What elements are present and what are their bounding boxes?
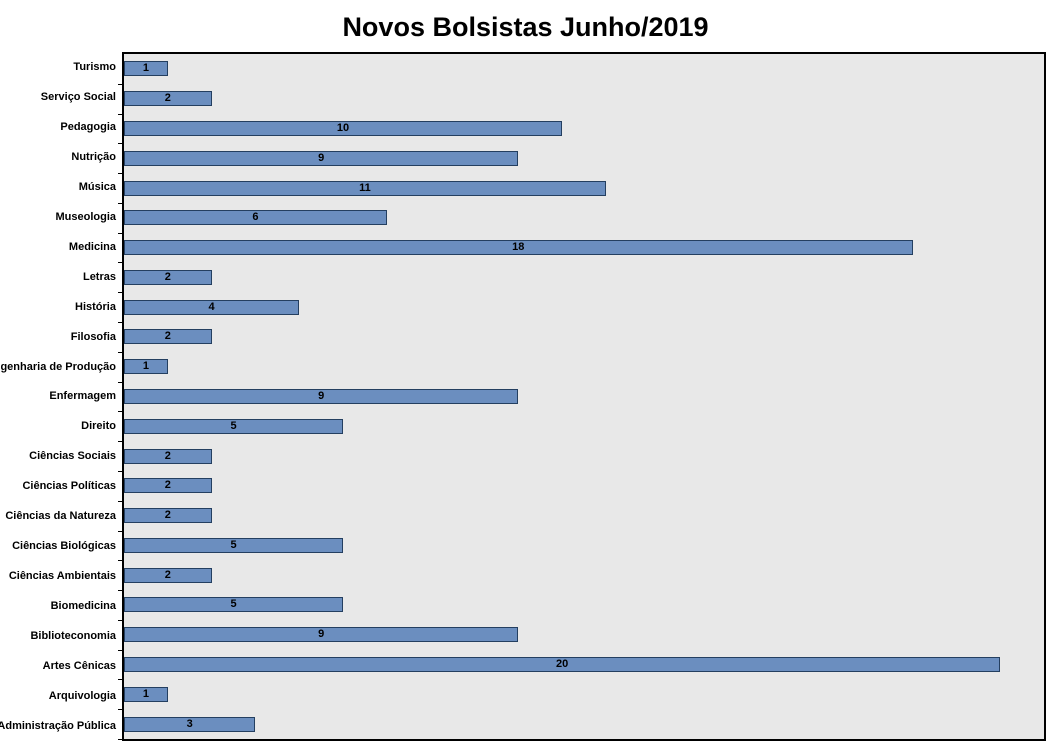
chart-row: 1 xyxy=(118,352,1044,383)
category-label: Engenharia de Produção xyxy=(0,360,116,373)
bar-value-label: 9 xyxy=(318,628,325,641)
chart-row: 6 xyxy=(118,203,1044,234)
category-label: Ciências Ambientais xyxy=(8,570,116,583)
bar-value-label: 2 xyxy=(164,330,171,343)
bar: 2 xyxy=(124,269,212,285)
category-label: Ciências Biológicas xyxy=(12,540,116,553)
category-axis: Turismo Serviço Social Pedagogia Nutrição Mú… xyxy=(0,52,122,741)
bar-value-label: 5 xyxy=(230,598,237,611)
chart-row: 5 xyxy=(118,590,1044,621)
category-label: Medicina xyxy=(68,240,116,253)
chart-row: 3 xyxy=(118,709,1044,740)
category-label: Pedagogia xyxy=(60,120,116,133)
bar-value-label: 10 xyxy=(336,121,350,134)
chart-row: 2 xyxy=(118,84,1044,115)
bar: 1 xyxy=(124,359,168,375)
bar: 5 xyxy=(124,597,344,613)
bar: 3 xyxy=(124,716,256,732)
bar: 2 xyxy=(124,508,212,524)
bar: 11 xyxy=(124,180,606,196)
bar-value-label: 2 xyxy=(164,509,171,522)
bar: 10 xyxy=(124,120,563,136)
category-label: Biomedicina xyxy=(50,600,116,613)
chart-row: 2 xyxy=(118,441,1044,472)
chart-row: 5 xyxy=(118,531,1044,562)
bar-value-label: 5 xyxy=(230,538,237,551)
category-label: Museologia xyxy=(55,210,116,223)
chart-row: 9 xyxy=(118,143,1044,174)
category-label: Turismo xyxy=(73,60,116,73)
category-label: Biblioteconomia xyxy=(30,630,116,643)
bar: 5 xyxy=(124,418,344,434)
category-label: Arquivologia xyxy=(48,689,116,702)
bar: 4 xyxy=(124,299,300,315)
bar-value-label: 2 xyxy=(164,92,171,105)
bar-value-label: 5 xyxy=(230,419,237,432)
chart-row: 2 xyxy=(118,262,1044,294)
bar: 9 xyxy=(124,627,519,643)
bar: 1 xyxy=(124,61,168,77)
chart-row: 1 xyxy=(118,54,1044,85)
category-label: Artes Cênicas xyxy=(42,660,116,673)
bar-value-label: 11 xyxy=(359,181,371,194)
bar: 2 xyxy=(124,329,212,345)
bar: 2 xyxy=(124,448,212,464)
bar: 20 xyxy=(124,657,1001,673)
category-label: Direito xyxy=(81,420,116,433)
bar: 2 xyxy=(124,478,212,494)
category-label: Nutrição xyxy=(71,150,116,163)
bar: 6 xyxy=(124,210,387,226)
chart-row: 10 xyxy=(118,114,1044,145)
bar-value-label: 2 xyxy=(164,270,171,283)
chart-row: 2 xyxy=(118,560,1044,591)
bar-value-label: 1 xyxy=(142,360,149,373)
bar-value-label: 3 xyxy=(186,717,193,730)
chart-row: 4 xyxy=(118,292,1044,323)
bar: 18 xyxy=(124,240,913,256)
chart-row: 9 xyxy=(118,382,1044,413)
bar-value-label: 20 xyxy=(555,658,569,671)
bar-value-label: 1 xyxy=(142,62,149,75)
category-label: Enfermagem xyxy=(49,390,116,403)
bar: 5 xyxy=(124,537,344,553)
bar-value-label: 18 xyxy=(512,241,525,254)
category-label: Letras xyxy=(82,270,116,283)
category-label: Ciências Políticas xyxy=(22,480,116,493)
chart-row: 20 xyxy=(118,650,1044,681)
bar-value-label: 2 xyxy=(164,479,171,492)
category-label: Música xyxy=(78,180,116,193)
bar: 9 xyxy=(124,388,519,404)
bar-value-label: 2 xyxy=(164,449,171,462)
category-label: História xyxy=(75,300,116,313)
chart-body: Turismo Serviço Social Pedagogia Nutrição Mú… xyxy=(0,52,1046,741)
category-label: Ciências da Natureza xyxy=(5,510,116,523)
chart-row: 1 xyxy=(118,679,1044,710)
bar-value-label: 9 xyxy=(318,389,325,402)
bar: 2 xyxy=(124,91,212,107)
category-label: Filosofia xyxy=(70,330,116,343)
chart-row: 2 xyxy=(118,501,1044,532)
chart-row: 18 xyxy=(118,233,1044,264)
category-label: Ciências Sociais xyxy=(29,450,116,463)
chart-row: 5 xyxy=(118,411,1044,442)
bar: 1 xyxy=(124,686,168,702)
chart-row: 2 xyxy=(118,471,1044,502)
bar-value-label: 2 xyxy=(164,568,171,581)
category-label: Administração Pública xyxy=(0,719,116,732)
chart-row: 9 xyxy=(118,620,1044,651)
bar-value-label: 9 xyxy=(318,151,325,164)
bar-value-label: 6 xyxy=(252,211,259,224)
bar-value-label: 4 xyxy=(208,300,215,313)
chart-row: 11 xyxy=(118,173,1044,204)
category-label: Serviço Social xyxy=(40,90,116,103)
bar: 9 xyxy=(124,150,519,166)
bar: 2 xyxy=(124,567,212,583)
plot-area: 1 2 10 9 11 6 18 2 4 2 1 9 5 2 2 2 5 2 5 9 20 1 3 xyxy=(118,52,1046,741)
chart-row: 2 xyxy=(118,322,1044,353)
bar-value-label: 1 xyxy=(142,687,149,700)
chart-title: Novos Bolsistas Junho/2019 xyxy=(342,12,709,42)
